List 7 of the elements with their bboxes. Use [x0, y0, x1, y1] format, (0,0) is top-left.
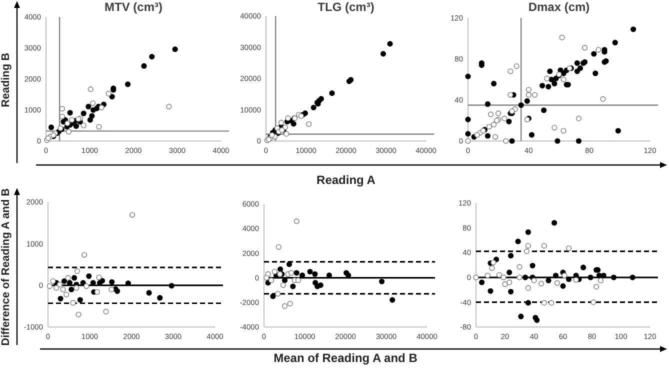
chart-title: Dmax (cm) [528, 0, 590, 14]
x-axis-title: Mean of Reading A and B [274, 351, 418, 365]
y-axis-title: Reading B [0, 52, 12, 108]
y-axis-title: Difference of Reading A and B [0, 188, 12, 346]
chart-title: TLG (cm³) [318, 0, 374, 14]
x-axis-title: Reading A [316, 173, 376, 187]
chart-title: MTV (cm³) [104, 0, 162, 14]
